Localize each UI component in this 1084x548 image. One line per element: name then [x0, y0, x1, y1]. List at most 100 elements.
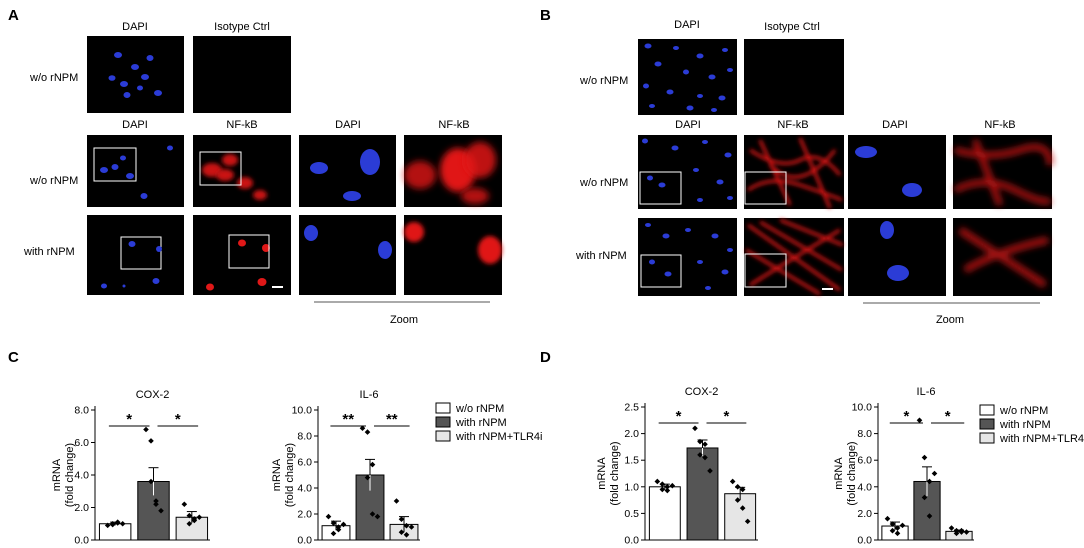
- y-axis-label-line: mRNA: [833, 457, 845, 490]
- b-img-top-dapi: [638, 39, 737, 115]
- y-axis-label-line: mRNA: [271, 458, 283, 491]
- panel-letter-c: C: [8, 349, 19, 366]
- y-tick-label: 2.0: [297, 509, 312, 521]
- legend-c-label-2: with rNPM+TLR4i: [455, 431, 543, 443]
- data-point: [889, 521, 896, 527]
- y-tick-label: 1.5: [624, 455, 639, 467]
- legend-d-swatch-2: [979, 432, 995, 444]
- data-point: [921, 454, 928, 461]
- data-point: [369, 511, 376, 517]
- data-point: [697, 438, 703, 445]
- y-tick-label: 0.0: [297, 535, 312, 547]
- significance-label: *: [903, 408, 909, 425]
- legend-d: w/o rNPM with rNPM with rNPM+TLR4i: [979, 404, 1084, 445]
- a-img-r2-nfkb: [193, 135, 291, 207]
- b-zoom-label: Zoom: [936, 314, 964, 326]
- b-img-r3-zoom-nfkb: [953, 218, 1052, 296]
- a-img-r3-zoom-dapi: [299, 215, 396, 295]
- y-tick-label: 2.5: [624, 402, 639, 414]
- a-img-r2-zoom-dapi: [299, 135, 396, 207]
- y-tick-label: 10.0: [292, 405, 313, 417]
- data-point: [359, 425, 366, 431]
- chart-title: IL-6: [360, 389, 379, 401]
- panel-letter-a: A: [8, 7, 19, 24]
- y-tick-label: 4.0: [297, 483, 312, 495]
- data-point: [659, 481, 666, 487]
- a-grid-header-dapi: DAPI: [122, 119, 148, 131]
- y-axis-label-line: (fold change): [64, 443, 76, 507]
- y-axis-label: mRNA(fold change): [596, 441, 621, 505]
- chart-c-il-6: 0.0 2.0 4.0 6.0 8.0 10.0 IL-6 mRNA(fold change)…: [271, 389, 420, 547]
- b-top-header-isotype: Isotype Ctrl: [764, 21, 820, 33]
- y-tick-label: 0.5: [624, 508, 639, 520]
- data-point: [669, 482, 676, 489]
- y-tick-label: 0.0: [74, 535, 89, 547]
- chart-d-cox-2: 0.0 0.5 1.0 1.5 2.0 2.5 COX-2 mRNA(fold change)…: [596, 386, 758, 547]
- data-point: [899, 522, 906, 529]
- data-point: [191, 516, 198, 522]
- b-row-label-1: w/o rNPM: [579, 75, 628, 87]
- significance-label: *: [676, 408, 682, 425]
- data-point: [734, 484, 741, 490]
- data-point: [364, 474, 371, 481]
- b-row-label-3: with rNPM: [575, 250, 627, 262]
- y-axis-label-line: (fold change): [846, 441, 858, 505]
- data-point: [659, 486, 666, 493]
- panel-a-microscopy: DAPI Isotype Ctrl w/o rNPM DAPI NF-kB DA…: [23, 21, 502, 326]
- data-point: [702, 441, 708, 448]
- y-tick-label: 2.0: [74, 502, 89, 514]
- data-point: [729, 478, 736, 485]
- a-img-r2-dapi: [87, 135, 184, 207]
- legend-d-label-0: w/o rNPM: [999, 405, 1048, 417]
- legend-d-swatch-0: [979, 404, 995, 416]
- y-tick-label: 8.0: [74, 405, 89, 417]
- data-point: [398, 529, 405, 535]
- data-point: [921, 494, 928, 501]
- y-tick-label: 8.0: [857, 428, 872, 440]
- b-img-r3-nfkb: [744, 218, 844, 296]
- bar-0: [648, 486, 681, 541]
- b-grid-header-dapi: DAPI: [675, 119, 701, 131]
- data-point: [953, 530, 960, 537]
- chart-title: COX-2: [685, 386, 719, 398]
- data-point: [739, 486, 746, 493]
- chart-title: COX-2: [136, 389, 170, 401]
- data-point: [931, 470, 938, 477]
- b-zoom-header-dapi: DAPI: [882, 119, 908, 131]
- a-img-r3-zoom-nfkb: [404, 215, 502, 295]
- y-axis-label-line: mRNA: [596, 457, 608, 490]
- significance-label: *: [126, 411, 132, 428]
- data-point: [948, 525, 955, 531]
- y-tick-label: 10.0: [852, 402, 873, 414]
- bar-1: [686, 447, 719, 541]
- b-img-r2-zoom-nfkb: [953, 135, 1053, 209]
- b-img-r2-zoom-dapi: [848, 135, 946, 209]
- data-point: [408, 524, 415, 530]
- legend-d-label-1: with rNPM: [999, 419, 1051, 431]
- data-point: [707, 468, 713, 474]
- b-top-header-dapi: DAPI: [674, 19, 700, 31]
- a-top-header-dapi: DAPI: [122, 21, 148, 33]
- a-zoom-header-nfkb: NF-kB: [438, 119, 469, 131]
- y-tick-label: 0.0: [857, 535, 872, 547]
- a-top-header-isotype: Isotype Ctrl: [214, 21, 270, 33]
- data-point: [153, 501, 159, 508]
- y-tick-label: 1.0: [624, 481, 639, 493]
- bar-2: [724, 493, 757, 541]
- data-point: [196, 514, 203, 521]
- data-point: [186, 520, 193, 527]
- data-point: [403, 522, 410, 529]
- panel-letter-d: D: [540, 349, 551, 366]
- data-point: [889, 527, 896, 534]
- a-zoom-header-dapi: DAPI: [335, 119, 361, 131]
- significance-label: *: [175, 411, 181, 428]
- data-point: [374, 513, 381, 520]
- data-point: [744, 518, 751, 525]
- legend-c: w/o rNPM with rNPM with rNPM+TLR4i: [435, 402, 543, 443]
- y-tick-label: 2.0: [857, 508, 872, 520]
- data-point: [181, 501, 188, 508]
- data-point: [119, 520, 126, 527]
- data-point: [916, 417, 923, 424]
- b-img-r2-nfkb: [744, 135, 844, 209]
